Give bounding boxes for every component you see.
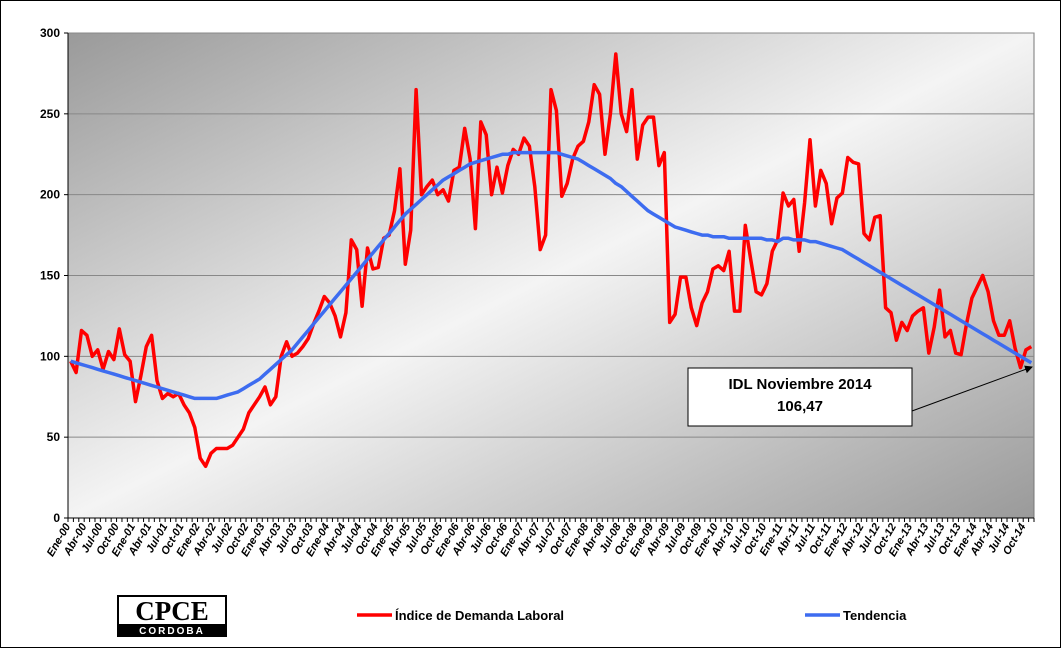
annotation-title: IDL Noviembre 2014 (728, 376, 872, 393)
y-tick-label: 200 (40, 188, 60, 202)
logo-sub: CORDOBA (139, 626, 205, 637)
logo-band (118, 624, 226, 636)
y-tick-label: 300 (40, 26, 60, 40)
y-tick-label: 150 (40, 269, 60, 283)
series-line (70, 150, 1033, 401)
y-tick-label: 0 (53, 511, 60, 525)
y-tick-label: 50 (47, 430, 61, 444)
logo-name: CPCE (135, 596, 209, 626)
annotation-value: 106,47 (777, 398, 823, 415)
legend-label: Índice de Demanda Laboral (395, 608, 564, 623)
annotation-box (687, 367, 913, 427)
y-tick-label: 250 (40, 107, 60, 121)
logo: CPCE CORDOBA (117, 595, 227, 637)
y-tick-label: 100 (40, 349, 60, 363)
series-line (69, 52, 1033, 469)
legend-label: Tendencia (843, 608, 907, 623)
annotation-arrow (911, 365, 1033, 412)
